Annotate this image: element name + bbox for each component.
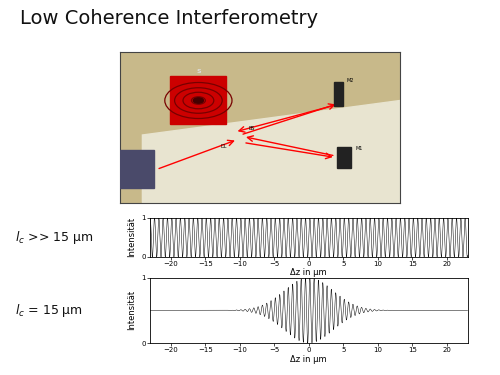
Text: Low Coherence Interferometry: Low Coherence Interferometry [20,9,318,28]
FancyBboxPatch shape [120,150,154,188]
Text: S: S [196,69,200,75]
Text: M1: M1 [355,146,362,151]
Circle shape [194,98,203,103]
Text: M2: M2 [347,78,354,84]
Text: $l_c$ >> 15 μm: $l_c$ >> 15 μm [15,229,94,246]
Polygon shape [334,82,342,106]
Text: BS: BS [249,126,255,132]
Polygon shape [142,100,400,202]
X-axis label: Δz in μm: Δz in μm [290,355,327,364]
Polygon shape [337,147,351,168]
Text: DL: DL [221,144,228,150]
Y-axis label: Intensität: Intensität [126,217,136,257]
FancyBboxPatch shape [170,76,226,125]
Y-axis label: Intensität: Intensität [126,290,136,330]
X-axis label: Δz in μm: Δz in μm [290,268,327,278]
Text: $l_c$ = 15 μm: $l_c$ = 15 μm [15,302,83,319]
